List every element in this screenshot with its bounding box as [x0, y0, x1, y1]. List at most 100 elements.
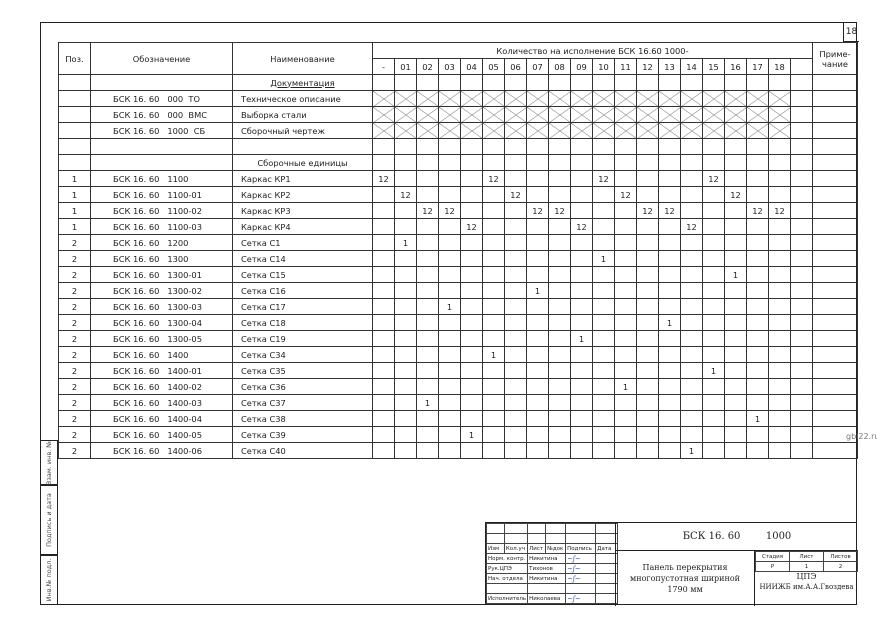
table-row: Сборочные единицы	[58, 154, 858, 171]
quantity-cell	[570, 154, 593, 171]
watermark: gbi22.ru	[846, 432, 877, 441]
sheet-number: 18	[843, 22, 859, 42]
quantity-cell	[768, 266, 791, 283]
pos-cell: 2	[58, 282, 91, 299]
quantity-cell	[372, 378, 395, 395]
designation-cell: БСК 16. 60 1300-04	[90, 314, 233, 331]
name-cell: Каркас КР2	[232, 186, 373, 203]
designation-cell: БСК 16. 60 1400-06	[90, 442, 233, 459]
side-stamp-replacement-inv: Взам. инв. №	[40, 440, 58, 485]
pos-cell	[58, 106, 91, 123]
column-header: 13	[658, 58, 681, 75]
quantity-cell	[394, 74, 417, 91]
quantity-cell	[702, 106, 725, 123]
quantity-cell	[636, 410, 659, 427]
quantity-cell	[790, 266, 813, 283]
quantity-cell	[724, 362, 747, 379]
quantity-cell	[372, 346, 395, 363]
document-code: БСК 16. 60 1000	[615, 523, 858, 551]
note-cell	[812, 362, 858, 379]
quantity-cell	[482, 154, 505, 171]
quantity-cell	[614, 170, 637, 187]
quantity-cell	[504, 154, 527, 171]
pos-cell: 2	[58, 426, 91, 443]
quantity-cell	[702, 378, 725, 395]
designation-cell: БСК 16. 60 1400-01	[90, 362, 233, 379]
name-cell: Сетка С39	[232, 426, 373, 443]
column-header: 06	[504, 58, 527, 75]
quantity-cell	[790, 138, 813, 155]
quantity-cell	[526, 122, 549, 139]
quantity-cell	[636, 74, 659, 91]
quantity-cell	[680, 90, 703, 107]
quantity-cell: 12	[416, 202, 439, 219]
quantity-cell	[592, 234, 615, 251]
quantity-cell	[570, 314, 593, 331]
quantity-cell	[394, 346, 417, 363]
table-row: БСК 16. 60 000 ВМС Выборка стали	[58, 106, 858, 123]
column-header: 15	[702, 58, 725, 75]
quantity-cell	[658, 426, 681, 443]
quantity-cell	[592, 218, 615, 235]
quantity-cell	[372, 202, 395, 219]
quantity-cell	[460, 90, 483, 107]
signature-icon: ~ʃ~	[567, 554, 581, 563]
quantity-cell	[746, 170, 769, 187]
table-row: 2 БСК 16. 60 1400-04 Сетка С38 1	[58, 410, 858, 427]
quantity-cell	[570, 202, 593, 219]
quantity-cell	[460, 234, 483, 251]
quantity-cell	[680, 234, 703, 251]
quantity-cell: 1	[570, 330, 593, 347]
quantity-cell	[614, 298, 637, 315]
quantity-cell	[768, 154, 791, 171]
quantity-cell	[460, 266, 483, 283]
note-cell	[812, 74, 858, 91]
quantity-cell	[526, 426, 549, 443]
quantity-cell	[482, 394, 505, 411]
quantity-cell	[702, 122, 725, 139]
pos-cell	[58, 74, 91, 91]
approval-row	[485, 583, 619, 594]
quantity-cell	[548, 394, 571, 411]
quantity-cell	[790, 250, 813, 267]
quantity-cell	[504, 394, 527, 411]
quantity-cell	[372, 218, 395, 235]
side-stamp-original-inv: Инв.№ подл.	[40, 555, 58, 605]
quantity-cell	[680, 298, 703, 315]
quantity-cell	[438, 154, 461, 171]
quantity-cell: 12	[636, 202, 659, 219]
designation-cell	[90, 154, 233, 171]
quantity-cell	[548, 234, 571, 251]
quantity-cell	[614, 218, 637, 235]
quantity-cell	[702, 394, 725, 411]
quantity-cell	[394, 250, 417, 267]
note-cell	[812, 202, 858, 219]
quantity-cell	[460, 122, 483, 139]
designation-cell: БСК 16. 60 1100-01	[90, 186, 233, 203]
quantity-cell	[526, 298, 549, 315]
name-cell: Сетка С37	[232, 394, 373, 411]
signature-cell: ~ʃ~	[565, 573, 597, 584]
quantity-cell	[394, 410, 417, 427]
pos-cell	[58, 90, 91, 107]
designation-cell: БСК 16. 60 1100-02	[90, 202, 233, 219]
quantity-cell	[372, 154, 395, 171]
quantity-cell	[394, 138, 417, 155]
quantity-cell	[394, 442, 417, 459]
column-header: 04	[460, 58, 483, 75]
quantity-cell	[570, 122, 593, 139]
quantity-cell	[658, 234, 681, 251]
name-cell: Выборка стали	[232, 106, 373, 123]
quantity-cell	[548, 346, 571, 363]
quantity-cell	[746, 266, 769, 283]
note-cell	[812, 394, 858, 411]
quantity-cell	[658, 346, 681, 363]
quantity-cell	[592, 202, 615, 219]
quantity-cell	[724, 154, 747, 171]
quantity-cell	[746, 186, 769, 203]
quantity-cell	[570, 90, 593, 107]
quantity-cell	[416, 378, 439, 395]
quantity-cell	[768, 298, 791, 315]
pos-cell: 2	[58, 378, 91, 395]
quantity-cell	[460, 378, 483, 395]
